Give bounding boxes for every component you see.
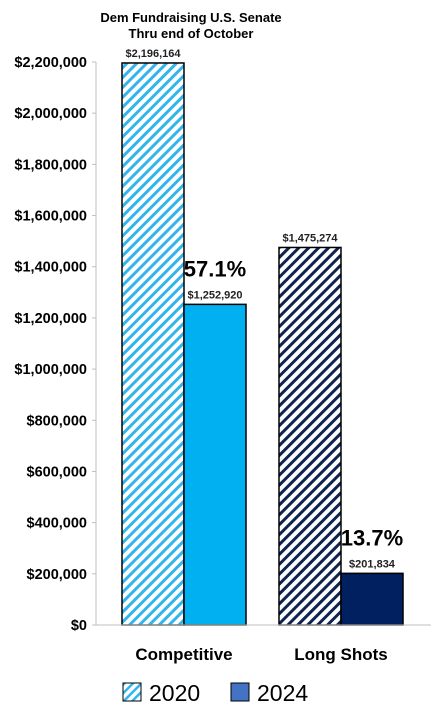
legend-label-2024: 2024: [257, 680, 308, 706]
y-tick-label: $600,000: [27, 464, 87, 480]
data-label: $201,834: [349, 558, 396, 570]
chart-title-line-2: Thru end of October: [129, 26, 254, 41]
bar-long-shots-2020: [278, 246, 342, 626]
data-label: $1,252,920: [187, 289, 242, 301]
percent-annotation: 13.7%: [341, 525, 403, 550]
bar-competitive-2020: [121, 62, 185, 626]
bars: [121, 62, 404, 626]
data-label: $2,196,164: [125, 48, 181, 60]
y-tick-label: $1,400,000: [14, 260, 87, 276]
y-tick-label: $1,600,000: [14, 209, 87, 225]
y-tick-label: $0: [71, 618, 87, 634]
data-labels: $2,196,164 $1,252,920 57.1% $1,475,274 $201,…: [125, 48, 403, 570]
y-tick-label: $1,200,000: [14, 311, 87, 327]
x-tick-label: Long Shots: [294, 645, 387, 664]
y-tick-label: $2,000,000: [14, 106, 87, 122]
y-axis: $0 $200,000 $400,000 $600,000 $800,000 $1,000…: [14, 55, 97, 634]
percent-annotation: 57.1%: [184, 256, 246, 281]
bar-long-shots-2024: [340, 572, 404, 626]
bar-competitive-2024: [183, 303, 247, 626]
y-tick-label: $800,000: [27, 413, 87, 429]
y-tick-label: $2,200,000: [14, 55, 87, 71]
x-tick-label: Competitive: [135, 645, 232, 664]
legend-label-2020: 2020: [149, 680, 200, 706]
y-tick-label: $1,000,000: [14, 362, 87, 378]
legend-swatch-2020: [122, 682, 142, 702]
y-tick-label: $400,000: [27, 516, 87, 532]
data-label: $1,475,274: [282, 232, 338, 244]
x-axis: Competitive Long Shots: [135, 645, 387, 664]
y-tick-label: $200,000: [27, 567, 87, 583]
y-tick-label: $1,800,000: [14, 157, 87, 173]
legend-swatch-2024: [230, 682, 250, 702]
chart-title-line-1: Dem Fundraising U.S. Senate: [100, 10, 281, 25]
legend: 2020 2024: [122, 680, 308, 706]
